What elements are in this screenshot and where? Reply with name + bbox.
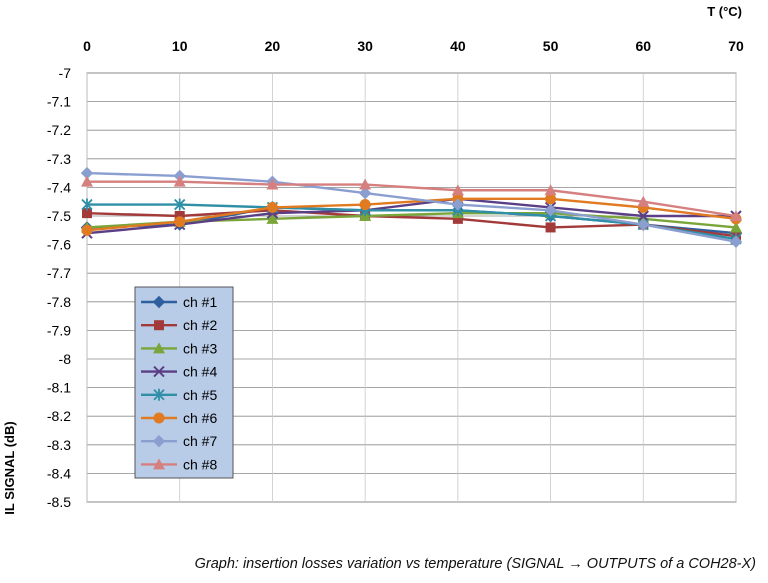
data-point-ch2 [545,222,556,233]
data-point-ch5 [81,198,93,211]
data-point-ch8 [544,184,557,196]
y-tick-label: -7.6 [47,237,71,253]
data-point-ch7 [358,186,372,200]
legend-marker [153,365,165,378]
data-point-ch6 [359,199,371,211]
data-point-ch3 [266,212,279,224]
y-tick-label: -8.5 [47,494,71,510]
caption-text: Graph: insertion losses variation vs tem… [194,556,756,572]
axes: -7 -7.1 -7.2 -7.3 -7.4 -7.5 -7.6 -7.7 -7.8 -7.9 -8… [47,38,744,510]
legend-label: ch #6 [183,410,217,426]
data-point-ch8 [451,184,464,196]
x-tick-label: 30 [357,38,373,54]
data-point-ch3 [730,221,742,233]
legend-label: ch #5 [183,387,217,403]
series-line-ch3 [86,211,737,229]
series-line-ch6 [86,197,737,232]
chart-caption: Graph: insertion losses variation vs tem… [0,556,768,572]
y-tick-label: -7.2 [47,122,71,138]
legend: ch #1 ch #2 ch #3 ch #4 ch #5 ch #6 ch #7 ch #8 [134,286,234,479]
series-lines [80,166,743,248]
legend-label: ch #2 [183,317,217,333]
data-point-ch8 [81,175,93,187]
series-line-ch2 [86,209,737,238]
data-point-ch6 [545,193,557,205]
y-tick-label: -7.5 [47,208,71,224]
legend-marker [152,295,166,309]
y-tick-label: -8.4 [47,465,71,481]
x-tick-label: 20 [265,38,281,54]
data-point-ch7 [544,204,557,217]
legend-marker [153,388,165,401]
y-tick-label: -8.3 [47,437,71,453]
x-tick-label: 60 [635,38,651,54]
y-tick-label: -7.7 [47,265,71,281]
x-tick-label: 10 [172,38,188,54]
y-tick-label: -8.1 [47,380,71,396]
data-point-ch8 [359,178,372,190]
data-point-ch4 [637,210,649,222]
series-line-ch4 [86,197,736,235]
data-point-ch7 [729,235,743,248]
data-point-ch8 [730,210,742,221]
legend-marker [154,320,164,331]
data-point-ch7 [451,198,465,211]
data-point-ch6 [174,216,186,228]
x-tick-label: 40 [450,38,466,54]
legend-marker [153,412,165,424]
x-axis-title: T (°C) [707,4,742,19]
y-tick-label: -7.1 [47,94,71,110]
y-tick-label: -7.3 [47,151,71,167]
y-axis-title: IL SIGNAL (dB) [2,421,17,514]
legend-marker [153,342,165,354]
data-point-ch6 [81,224,93,236]
data-point-ch6 [266,201,278,213]
x-tick-label: 70 [728,38,744,54]
y-tick-label: -8.2 [47,408,71,424]
legend-label: ch #8 [183,456,217,472]
data-point-ch8 [173,175,186,187]
legend-label: ch #7 [183,433,217,449]
legend-label: ch #3 [183,340,217,356]
legend-marker [153,458,165,470]
series-line-ch7 [86,171,737,243]
legend-label: ch #4 [183,364,217,380]
data-point-ch5 [174,198,186,211]
data-point-ch2 [82,208,92,219]
data-point-ch8 [266,178,279,190]
y-tick-label: -8 [59,351,72,367]
legend-label: ch #1 [183,294,217,310]
y-tick-label: -7.4 [47,179,71,195]
y-tick-label: -7.8 [47,294,71,310]
x-tick-label: 0 [83,38,91,54]
series-line-ch8 [87,180,737,218]
y-tick-label: -7.9 [47,322,71,338]
x-tick-label: 50 [543,38,559,54]
data-point-ch2 [452,213,463,224]
data-point-ch8 [637,195,650,207]
legend-marker [152,434,166,448]
y-tick-label: -7 [59,65,72,81]
data-point-ch7 [637,218,650,231]
legend-box [134,286,234,479]
